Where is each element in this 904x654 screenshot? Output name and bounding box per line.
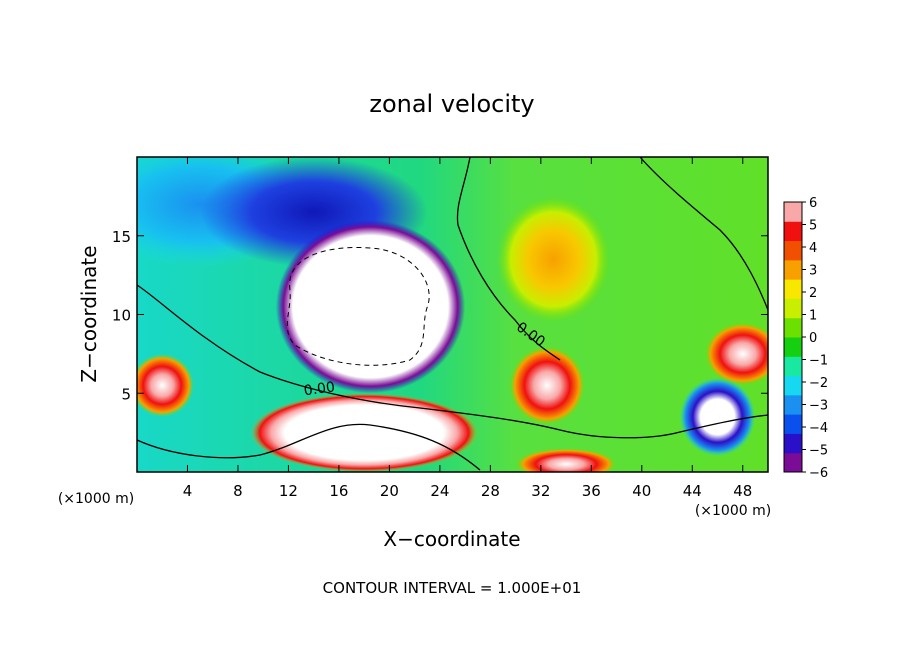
plot-area: 0.000.00 [137,157,768,472]
colorbar-tick-label: −5 [809,444,828,459]
colorbar-segment [784,356,802,377]
x-tick-label: 24 [430,482,449,500]
y-tick-label: 5 [121,385,131,403]
x-tick-label: 16 [329,482,348,500]
colorbar-segment [784,221,802,242]
negative-contour-core [286,247,430,366]
colorbar-segment [784,317,802,338]
x-tick-label: 28 [481,482,500,500]
y-tick-label: 10 [112,307,131,325]
contour-label: 0.00 [303,379,336,399]
field-blob [137,353,194,417]
x-tick-label: 48 [733,482,752,500]
colorbar-tick-label: −1 [809,354,828,369]
colorbar-tick-label: 0 [809,331,817,346]
colorbar-segment [784,259,802,280]
colorbar-tick-label: 4 [809,241,817,256]
field-blob [679,377,756,457]
field-blob [704,322,768,386]
zero-contour-lower [137,423,481,471]
x-tick-label: 12 [279,482,298,500]
colorbar-tick-label: −6 [809,466,828,481]
y-axis-label: Z−coordinate [77,245,101,382]
x-tick-label: 8 [233,482,243,500]
colorbar-tick-label: −4 [809,421,828,436]
colorbar-segment [784,394,802,415]
colorbar-segment [784,202,802,222]
colorbar-tick-label: −2 [809,376,828,391]
zero-contour-right [639,157,768,311]
x-tick-label: 32 [531,482,550,500]
y-axis-ticks: 5 10 15 [112,228,768,403]
x-tick-label: 36 [582,482,601,500]
colorbar: 6 5 4 3 2 1 0 −1 −2 −3 −4 −5 −6 [783,196,828,481]
x-tick-label: 40 [632,482,651,500]
colorbar-tick-label: −3 [809,399,828,414]
y-tick-label: 15 [112,228,131,246]
contour-lines [137,157,768,471]
field-blob [496,196,611,323]
colorbar-segment [784,337,802,357]
colorbar-segment [784,375,802,396]
colorbar-segment [784,240,802,261]
chart-title: zonal velocity [369,90,534,118]
field-blob [515,448,617,472]
x-unit-right: (×1000 m) [695,503,771,519]
colorbar-segment [784,452,802,473]
colorbar-tick-label: 6 [809,196,817,211]
zero-contour-left [137,284,768,439]
x-tick-label: 44 [683,482,702,500]
x-tick-label: 4 [183,482,193,500]
colorbar-tick-label: 2 [809,286,817,301]
colorbar-segment [784,279,802,299]
velocity-field [137,157,768,472]
colorbar-segment [784,414,802,434]
colorbar-tick-label: 3 [809,264,817,279]
colorbar-tick-label: 5 [809,219,817,234]
zero-contour-top [456,157,561,361]
field-blob [275,220,466,394]
contour-interval-footer: CONTOUR INTERVAL = 1.000E+01 [323,579,582,597]
field-blob [250,393,478,472]
x-unit-left: (×1000 m) [58,491,134,507]
x-tick-label: 20 [380,482,399,500]
x-axis-label: X−coordinate [383,527,520,551]
colorbar-tick-label: 1 [809,309,817,324]
x-axis-ticks: 4 8 12 16 20 24 28 32 36 40 44 48 [183,157,752,500]
field-blob [509,346,586,425]
colorbar-segment [784,433,802,454]
colorbar-segment [784,298,802,319]
